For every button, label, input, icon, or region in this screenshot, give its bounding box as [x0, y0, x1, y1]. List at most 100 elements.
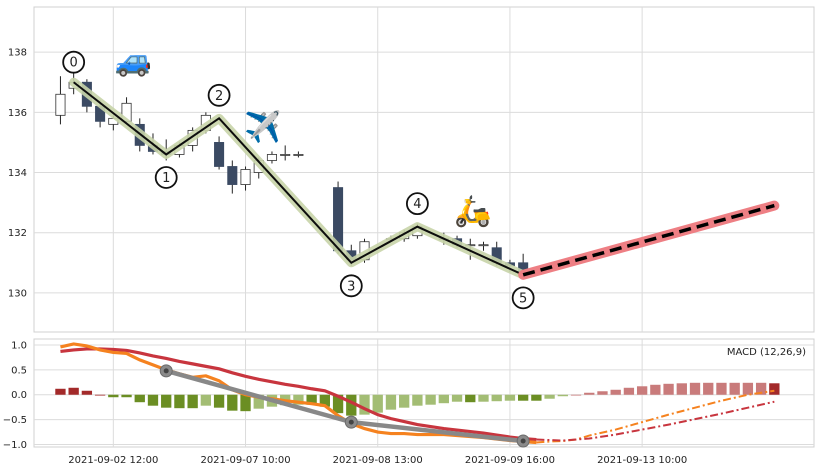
histogram-bar — [610, 389, 621, 395]
histogram-bar — [187, 394, 198, 409]
candle-up — [478, 244, 489, 247]
histogram-bar — [663, 383, 674, 395]
macd-legend: MACD (12,26,9) — [727, 347, 806, 358]
histogram-bar — [623, 387, 635, 395]
car-icon: 🚙 — [114, 44, 151, 79]
histogram-bar — [68, 387, 79, 395]
signal-line — [60, 347, 537, 442]
price-y-tick-label: 134 — [8, 168, 27, 179]
macd-y-tick-label: 1.0 — [11, 340, 27, 351]
histogram-bar — [332, 394, 344, 414]
histogram-bar — [729, 382, 740, 395]
histogram-bar — [689, 382, 701, 395]
histogram-bar — [504, 394, 516, 401]
x-tick-label: 2021-09-07 10:00 — [200, 455, 290, 466]
histogram-bar — [161, 394, 172, 408]
histogram-bar — [557, 394, 568, 397]
histogram-bar — [584, 392, 595, 395]
trend-point-center — [520, 438, 526, 444]
macd-projection — [536, 389, 775, 444]
candle-up — [266, 154, 277, 161]
price-y-tick-label: 136 — [8, 108, 27, 119]
pivot-labels: 0 1 2 3 4 5 — [62, 50, 535, 310]
pivot-label-4: 4 — [413, 197, 421, 212]
macd-y-tick-label: 0.0 — [11, 390, 27, 401]
histogram-bar — [108, 394, 119, 398]
histogram-bar — [570, 394, 582, 396]
histogram-bar — [94, 394, 106, 396]
macd-y-tick-label: −0.5 — [3, 415, 27, 426]
histogram-bar — [597, 391, 608, 395]
histogram-bar — [121, 394, 132, 398]
histogram-bar — [372, 394, 383, 413]
axis-labels: 130132134136138−1.0−0.50.00.51.02021-09-… — [3, 48, 687, 466]
histogram-bar — [200, 394, 212, 406]
pivot-label-1: 1 — [162, 171, 170, 186]
chart-icons: 🚙 ✈️ 🛵 — [114, 44, 491, 229]
macd-lines — [60, 342, 775, 448]
candle-down — [227, 166, 238, 185]
histogram-bar — [385, 394, 397, 410]
histogram-bar — [306, 394, 317, 405]
histogram-bar — [478, 394, 489, 402]
histogram-bar — [399, 394, 410, 408]
projection-line — [522, 203, 775, 277]
signal-projection — [536, 400, 775, 442]
pivot-label-circle — [405, 192, 429, 216]
macd-histogram — [55, 382, 780, 416]
histogram-bar — [412, 394, 423, 406]
x-tick-label: 2021-09-02 12:00 — [68, 455, 158, 466]
macd-y-tick-label: −1.0 — [3, 440, 27, 451]
histogram-bar — [755, 382, 767, 395]
candle-up — [293, 154, 304, 156]
pivot-label-circle — [62, 50, 86, 74]
histogram-bar — [174, 394, 185, 409]
histogram-bar — [147, 394, 159, 406]
histogram-bar — [451, 394, 463, 402]
histogram-bar — [253, 394, 264, 409]
pivot-label-3: 3 — [347, 279, 355, 294]
histogram-bar — [636, 386, 648, 395]
histogram-bar — [531, 394, 542, 401]
histogram-bar — [716, 382, 727, 395]
x-tick-label: 2021-09-13 10:00 — [597, 455, 687, 466]
candle-up — [240, 169, 251, 185]
histogram-bar — [81, 390, 93, 395]
histogram-bar — [703, 382, 714, 395]
price-y-tick-label: 138 — [8, 48, 27, 59]
histogram-bar — [240, 394, 251, 412]
airplane-icon: ✈️ — [244, 108, 281, 145]
price-y-tick-label: 130 — [8, 288, 27, 299]
histogram-bar — [491, 394, 502, 402]
histogram-bar — [425, 394, 436, 405]
macd-y-tick-label: 0.5 — [11, 365, 27, 376]
candle-down — [214, 142, 225, 167]
pivot-label-circle — [511, 286, 535, 310]
candle-up — [280, 154, 291, 156]
pivot-label-circle — [339, 274, 363, 298]
zigzag-path — [69, 77, 780, 280]
histogram-bar — [319, 394, 331, 407]
histogram-bar — [213, 394, 225, 408]
candle-up — [55, 93, 66, 116]
x-tick-label: 2021-09-08 13:00 — [333, 455, 423, 466]
pivot-label-5: 5 — [519, 291, 527, 306]
histogram-bar — [293, 394, 304, 405]
histogram-bar — [650, 384, 661, 395]
histogram-bar — [346, 394, 357, 416]
histogram-bar — [359, 394, 370, 415]
price-y-tick-label: 132 — [8, 228, 27, 239]
pivot-label-2: 2 — [215, 89, 223, 104]
trend-point-center — [348, 419, 354, 425]
histogram-bar — [55, 388, 66, 395]
histogram-bar — [227, 394, 238, 411]
pivot-label-0: 0 — [70, 56, 78, 71]
pivot-label-circle — [207, 83, 231, 107]
zigzag-line — [73, 81, 524, 276]
histogram-bar — [517, 394, 529, 401]
histogram-bar — [438, 394, 449, 404]
trend-point-center — [163, 368, 169, 374]
histogram-bar — [676, 383, 687, 395]
